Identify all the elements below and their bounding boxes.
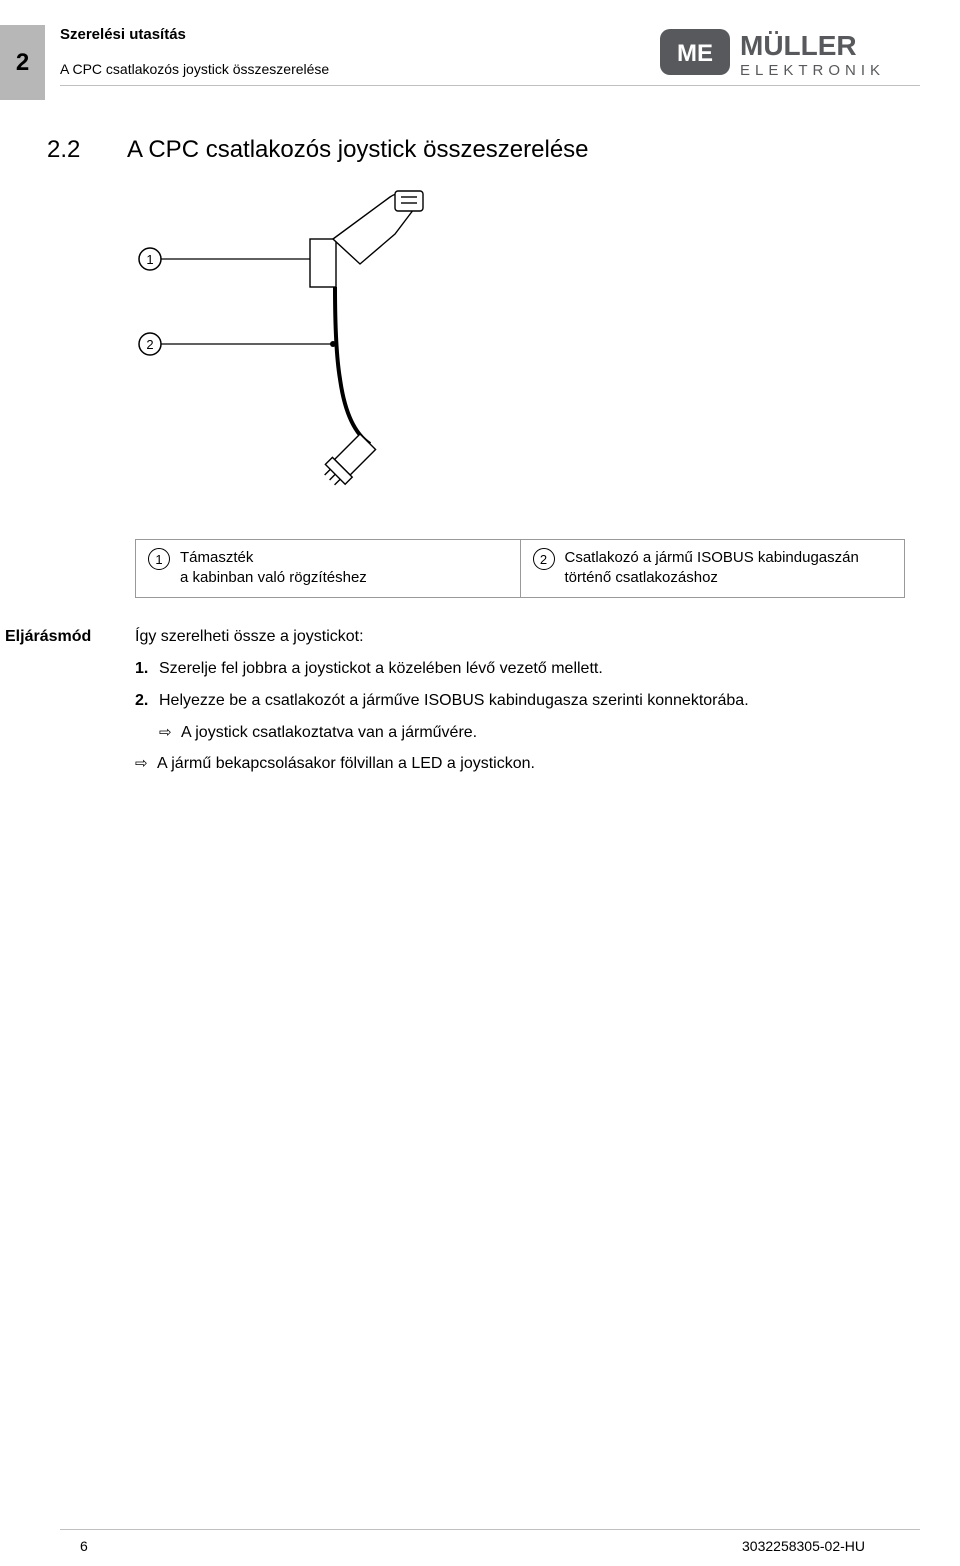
page-footer: 6 3032258305-02-HU <box>60 1529 920 1554</box>
diagram-callout-2: 2 <box>146 337 153 352</box>
brand-logo: ME MÜLLER ELEKTRONIK <box>660 25 920 88</box>
header-title: Szerelési utasítás <box>60 26 660 43</box>
logo-badge-text: ME <box>677 40 713 67</box>
step-text: Szerelje fel jobbra a joystickot a közel… <box>159 658 905 680</box>
step-text: Helyezze be a csatlakozót a járműve ISOB… <box>159 690 905 712</box>
result-arrow-icon: ⇨ <box>159 722 181 744</box>
procedure-content: Így szerelheti össze a joystickot: 1. Sz… <box>135 628 905 784</box>
legend-marker-1: 1 <box>148 548 170 570</box>
chapter-tab: 2 <box>0 25 45 100</box>
procedure-result-2: ⇨ A jármű bekapcsolásakor fölvillan a LE… <box>135 753 905 775</box>
header-subtitle: A CPC csatlakozós joystick összeszerelés… <box>60 61 660 77</box>
result-arrow-icon: ⇨ <box>135 753 157 775</box>
legend-table: 1 Támasztéka kabinban való rögzítéshez 2… <box>135 539 905 598</box>
page-header: 2 Szerelési utasítás A CPC csatlakozós j… <box>0 0 960 85</box>
legend-marker-2: 2 <box>533 548 555 570</box>
logo-brand-top: MÜLLER <box>740 30 857 61</box>
section-heading: 2.2 A CPC csatlakozós joystick összeszer… <box>47 136 905 164</box>
logo-brand-bottom: ELEKTRONIK <box>740 62 885 79</box>
legend-row-1: 1 Támasztéka kabinban való rögzítéshez <box>136 540 521 597</box>
result-text: A joystick csatlakoztatva van a járművér… <box>181 722 477 744</box>
content-area: 2.2 A CPC csatlakozós joystick összeszer… <box>0 86 960 783</box>
legend-row-2: 2 Csatlakozó a jármű ISOBUS kabindugaszá… <box>521 540 905 597</box>
section-title: A CPC csatlakozós joystick összeszerelés… <box>127 136 589 164</box>
assembly-diagram: 1 2 <box>135 179 905 514</box>
step-number: 1. <box>135 658 159 680</box>
procedure-intro: Így szerelheti össze a joystickot: <box>135 628 905 646</box>
section-number: 2.2 <box>47 136 127 164</box>
procedure-step-1: 1. Szerelje fel jobbra a joystickot a kö… <box>135 658 905 680</box>
legend-text-2: Csatlakozó a jármű ISOBUS kabindugaszán … <box>565 548 893 589</box>
procedure-result-1: ⇨ A joystick csatlakoztatva van a járműv… <box>159 722 905 744</box>
step-number: 2. <box>135 690 159 712</box>
chapter-number: 2 <box>16 49 29 77</box>
procedure-step-2: 2. Helyezze be a csatlakozót a járműve I… <box>135 690 905 712</box>
document-number: 3032258305-02-HU <box>742 1538 865 1554</box>
diagram-callout-1: 1 <box>146 252 153 267</box>
result-text: A jármű bekapcsolásakor fölvillan a LED … <box>157 753 535 775</box>
page-number: 6 <box>80 1538 88 1554</box>
header-text-block: Szerelési utasítás A CPC csatlakozós joy… <box>60 20 660 77</box>
procedure-label: Eljárásmód <box>5 628 135 784</box>
legend-text-1: Támasztéka kabinban való rögzítéshez <box>180 548 367 589</box>
procedure-block: Eljárásmód Így szerelheti össze a joysti… <box>5 628 905 784</box>
